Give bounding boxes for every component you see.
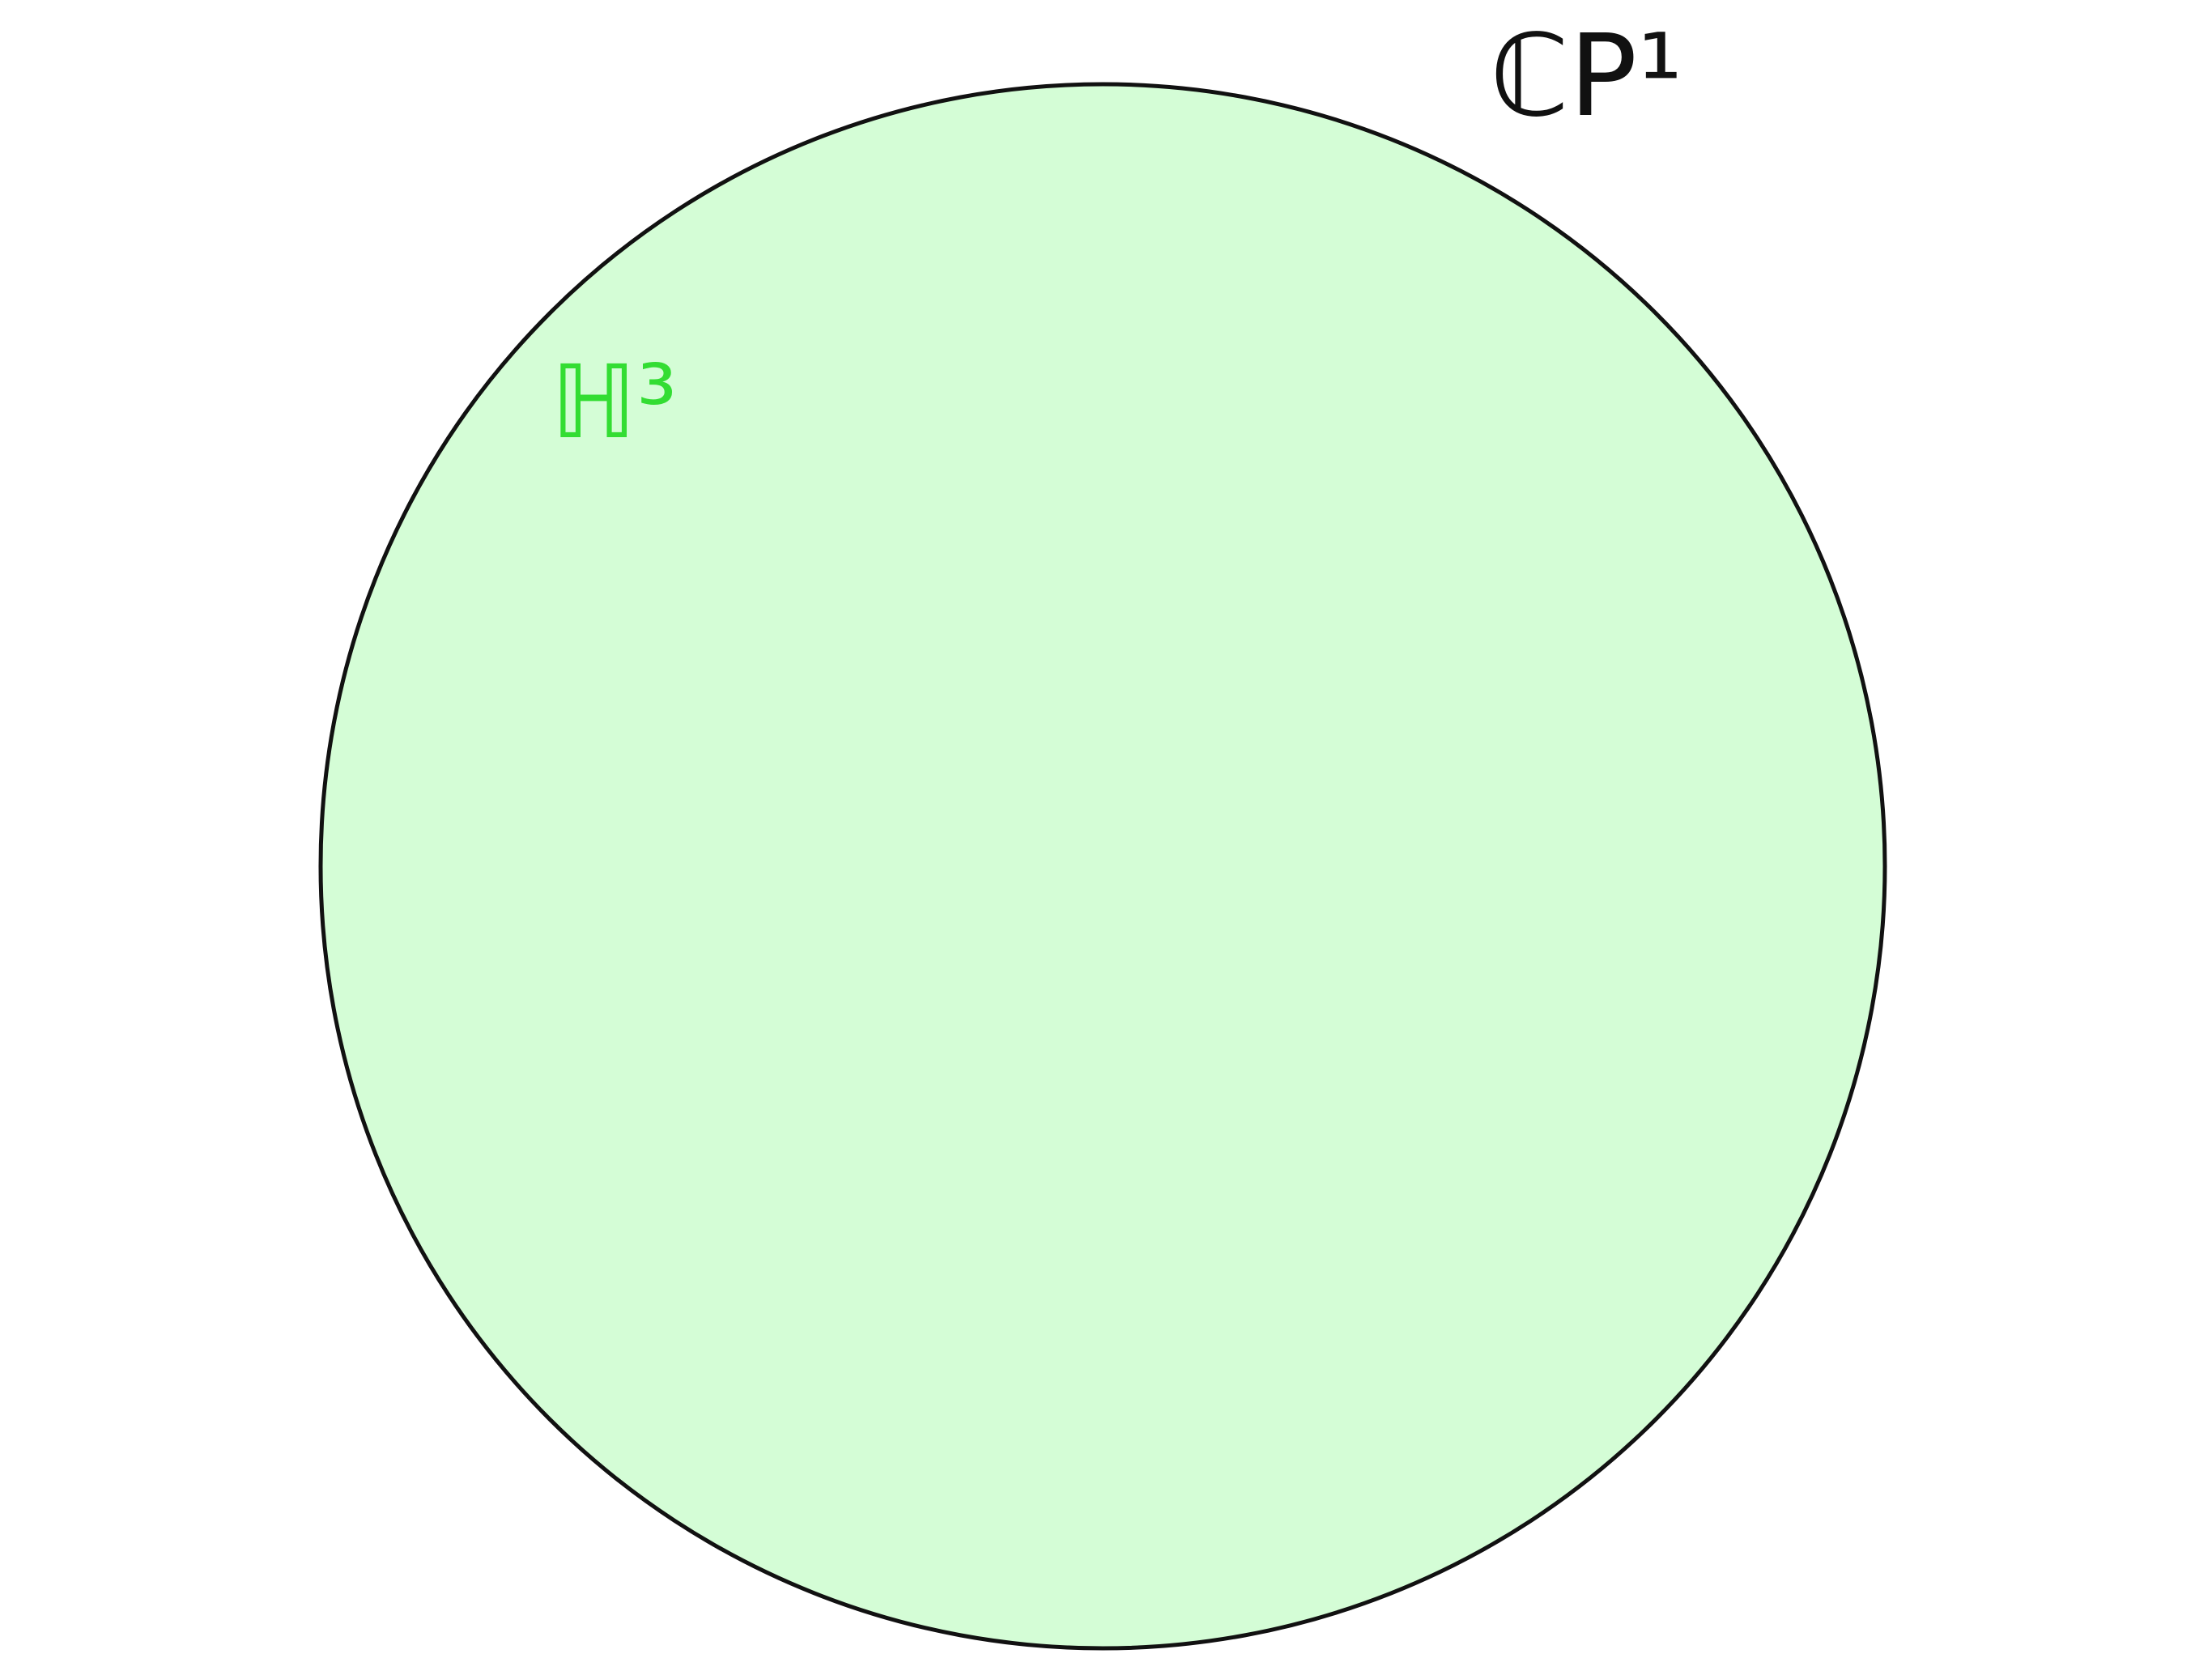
- interior-label: ℍ³: [551, 344, 677, 461]
- sphere-label: ℂP¹: [1490, 11, 1682, 142]
- ball: [318, 82, 1887, 1651]
